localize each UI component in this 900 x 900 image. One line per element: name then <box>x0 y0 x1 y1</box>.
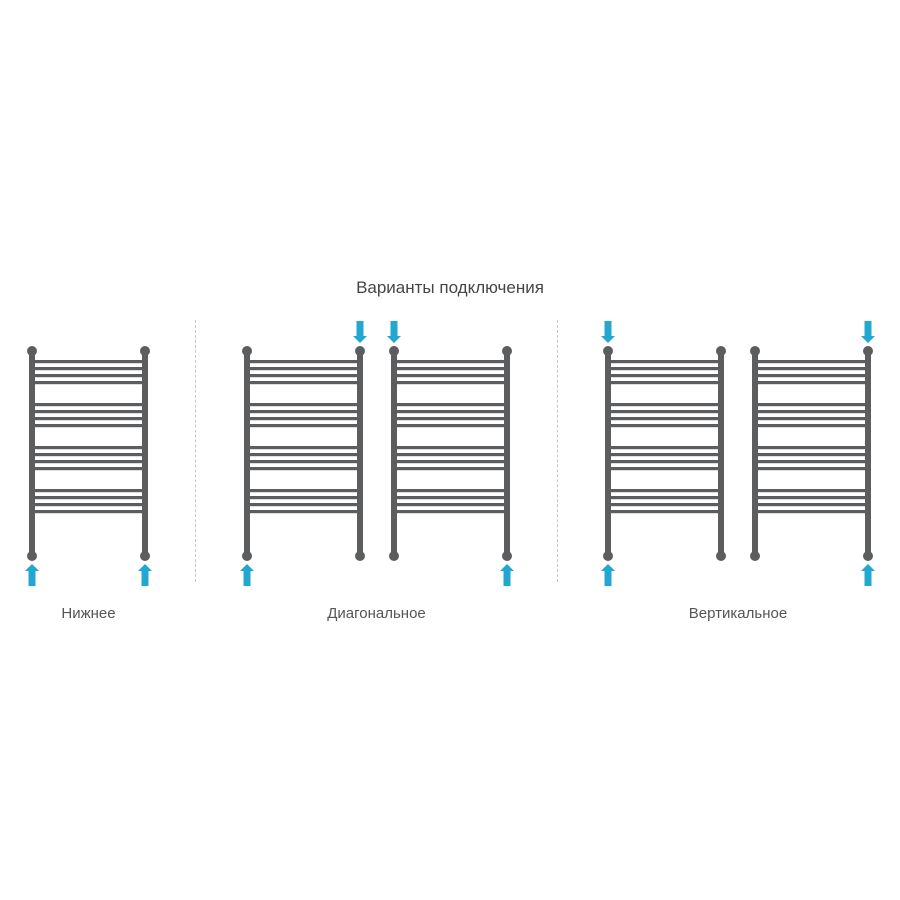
group-divider <box>557 320 558 582</box>
group-divider <box>195 320 196 582</box>
diagram-title: Варианты подключения <box>20 278 880 298</box>
connection-group: Вертикальное <box>596 320 880 622</box>
radiator-set <box>20 320 157 587</box>
group-label: Диагональное <box>327 605 426 622</box>
radiator-icon <box>20 320 157 587</box>
radiator-set <box>235 320 519 587</box>
group-label: Нижнее <box>61 605 115 622</box>
connection-group: Нижнее <box>20 320 157 622</box>
connection-group: Диагональное <box>235 320 519 622</box>
radiator-icon <box>382 320 519 587</box>
radiator-icon <box>235 320 372 587</box>
group-label: Вертикальное <box>689 605 787 622</box>
diagram-wrap: Варианты подключения Нижнее Диагональное В… <box>20 278 880 622</box>
diagram-row: Нижнее Диагональное Вертикальное <box>20 320 880 622</box>
radiator-icon <box>743 320 880 587</box>
radiator-set <box>596 320 880 587</box>
radiator-icon <box>596 320 733 587</box>
